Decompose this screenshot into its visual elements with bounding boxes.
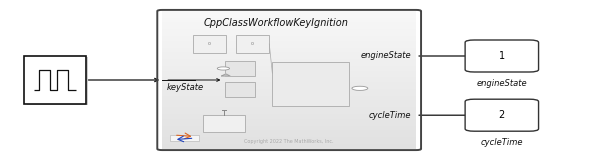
Bar [162, 64, 416, 66]
Text: o: o [251, 41, 254, 47]
Bar [162, 77, 416, 80]
Bar [162, 38, 416, 41]
Text: engineState: engineState [477, 79, 527, 88]
Bar [162, 112, 416, 114]
Bar [162, 98, 416, 101]
Bar [162, 87, 416, 89]
FancyBboxPatch shape [465, 99, 539, 131]
Bar [162, 54, 416, 57]
Bar [162, 119, 416, 121]
Text: cycleTime: cycleTime [480, 138, 523, 147]
Bar [162, 32, 416, 34]
FancyBboxPatch shape [225, 82, 255, 97]
Text: 1: 1 [499, 51, 505, 61]
Bar [162, 116, 416, 119]
Bar [162, 27, 416, 30]
FancyBboxPatch shape [225, 61, 255, 76]
Bar [162, 43, 416, 46]
Bar [162, 91, 416, 94]
Bar [162, 114, 416, 117]
Bar [162, 13, 416, 16]
Bar [162, 89, 416, 92]
Bar [162, 29, 416, 32]
Bar [162, 105, 416, 108]
Bar [162, 59, 416, 62]
Bar [162, 137, 416, 140]
Bar [162, 66, 416, 68]
Bar [162, 41, 416, 43]
Bar [162, 11, 416, 13]
Bar [162, 139, 416, 142]
Bar [162, 45, 416, 48]
Bar [162, 57, 416, 59]
Bar [162, 75, 416, 78]
Bar [162, 71, 416, 73]
Bar [162, 100, 416, 103]
Bar [162, 34, 416, 36]
Polygon shape [222, 74, 230, 76]
Bar [162, 18, 416, 20]
Bar [162, 68, 416, 71]
Bar [162, 126, 416, 128]
Bar [162, 50, 416, 52]
Text: CppClassWorkflowKeyIgnition: CppClassWorkflowKeyIgnition [204, 18, 349, 28]
Bar [162, 25, 416, 27]
Bar [162, 61, 416, 64]
Circle shape [352, 86, 368, 90]
FancyBboxPatch shape [272, 62, 349, 106]
Bar [162, 130, 416, 133]
Text: engineState: engineState [360, 52, 411, 60]
Bar [162, 52, 416, 55]
Text: o: o [208, 41, 211, 47]
FancyBboxPatch shape [24, 56, 86, 104]
FancyBboxPatch shape [465, 40, 539, 72]
Bar [162, 128, 416, 130]
Bar [162, 142, 416, 144]
Bar [162, 146, 416, 149]
Bar [162, 36, 416, 39]
Text: 2: 2 [499, 110, 505, 120]
FancyBboxPatch shape [170, 135, 199, 141]
Bar [162, 84, 416, 87]
Text: keyState: keyState [167, 83, 204, 92]
Bar [162, 123, 416, 126]
Bar [162, 82, 416, 85]
Bar [162, 107, 416, 110]
FancyBboxPatch shape [193, 35, 226, 53]
Bar [162, 80, 416, 82]
FancyBboxPatch shape [236, 35, 269, 53]
Bar [162, 48, 416, 50]
Bar [162, 132, 416, 135]
Bar [162, 103, 416, 105]
FancyBboxPatch shape [203, 115, 245, 132]
Bar [162, 96, 416, 98]
Bar [162, 121, 416, 124]
Bar [162, 16, 416, 18]
Bar [162, 109, 416, 112]
Bar [162, 22, 416, 25]
FancyBboxPatch shape [27, 57, 88, 105]
Text: Copyright 2022 The MathWorks, Inc.: Copyright 2022 The MathWorks, Inc. [244, 139, 334, 144]
Bar [162, 93, 416, 96]
Bar [162, 144, 416, 147]
Bar [162, 135, 416, 137]
Circle shape [217, 67, 230, 70]
Text: cycleTime: cycleTime [369, 111, 411, 120]
Bar [162, 20, 416, 23]
Bar [162, 73, 416, 75]
